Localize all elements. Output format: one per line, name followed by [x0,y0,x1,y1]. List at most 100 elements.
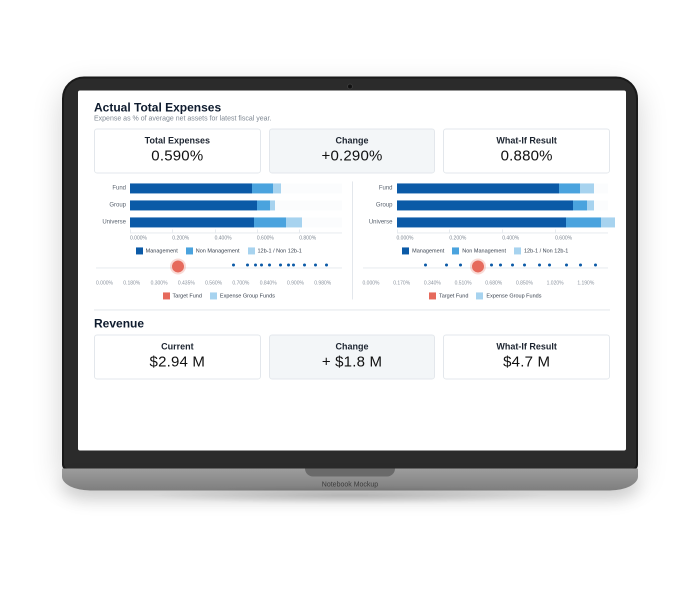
kpi-revenue-current[interactable]: Current $2.94 M [94,334,261,379]
strip-dot[interactable] [445,263,448,266]
bar-segment[interactable] [587,200,594,210]
strip-dot[interactable] [579,263,582,266]
legend-label: Target Fund [439,293,468,299]
bar-segment[interactable] [130,200,257,210]
legend-item[interactable]: Non Management [186,247,240,254]
revenue-title: Revenue [94,316,610,330]
bar-segment[interactable] [130,217,254,227]
strip-tick: 0.000% [363,280,394,286]
legend-label: Expense Group Funds [486,293,541,299]
kpi-revenue-change[interactable]: Change + $1.8 M [269,334,436,379]
bar-segment[interactable] [601,217,615,227]
kpi-value: 0.880% [448,147,605,164]
x-tick: 0.600% [257,233,299,241]
x-tick: 0.400% [215,233,257,241]
legend-item[interactable]: Target Fund [429,292,468,299]
legend-item[interactable]: Non Management [452,247,506,254]
bar-category-label: Group [363,202,397,208]
legend-item[interactable]: Expense Group Funds [210,292,275,299]
bar-segment[interactable] [397,183,559,193]
strip-dot[interactable] [254,263,257,266]
legend-item[interactable]: Management [402,247,444,254]
bar-track [130,200,342,210]
strip-dot[interactable] [246,263,249,266]
strip-tick: 0.340% [424,280,455,286]
bar-track [397,183,609,193]
strip-dot[interactable] [232,263,235,266]
strip-dot[interactable] [303,263,306,266]
legend-label: 12b-1 / Non 12b-1 [524,248,568,254]
x-tick: 0.800% [299,233,341,241]
legend-item[interactable]: 12b-1 / Non 12b-1 [248,247,302,254]
bar-chart-left: FundGroupUniverse0.000%0.200%0.400%0.600… [94,181,353,299]
strip-dot[interactable] [499,263,502,266]
bar-segment[interactable] [257,200,270,210]
bar-track [130,183,342,193]
strip-dot[interactable] [314,263,317,266]
legend-label: Non Management [196,248,240,254]
strip-dot[interactable] [424,263,427,266]
screen: Actual Total Expenses Expense as % of av… [78,90,626,450]
bar-segment[interactable] [286,217,302,227]
strip-dot[interactable] [292,263,295,266]
strip-tick: 0.700% [232,280,259,286]
legend-item[interactable]: 12b-1 / Non 12b-1 [514,247,568,254]
bar-segment[interactable] [130,183,252,193]
legend-item[interactable]: Target Fund [163,292,202,299]
strip-tick: 0.840% [260,280,287,286]
strip-dot[interactable] [538,263,541,266]
legend-item[interactable]: Management [136,247,178,254]
bar-legend: Management Non Management 12b-1 / Non 12b-… [363,247,609,254]
bar-segment[interactable] [254,217,286,227]
strip-dot[interactable] [287,263,290,266]
strip-target-dot[interactable] [472,260,484,272]
strip-axis [96,267,342,268]
strip-dot[interactable] [279,263,282,266]
strip-dot[interactable] [523,263,526,266]
bar-row: Universe [96,215,342,229]
bar-segment[interactable] [270,200,275,210]
strip-dot[interactable] [459,263,462,266]
strip-dot[interactable] [268,263,271,266]
kpi-change[interactable]: Change +0.290% [269,128,436,173]
strip-dot[interactable] [548,263,551,266]
bar-segment[interactable] [566,217,601,227]
strip-dot[interactable] [325,263,328,266]
strip-dot[interactable] [594,263,597,266]
bar-track [397,217,609,227]
divider [94,309,610,310]
strip-dot[interactable] [565,263,568,266]
strip-ticks: 0.000%0.170%0.340%0.510%0.680%0.850%1.02… [363,280,609,286]
bar-segment[interactable] [252,183,273,193]
kpi-total-expenses[interactable]: Total Expenses 0.590% [94,128,261,173]
bar-category-label: Fund [363,185,397,191]
x-tick: 0.000% [397,233,450,241]
strip-tick: 0.180% [123,280,150,286]
strip-target-dot[interactable] [172,260,184,272]
bar-segment[interactable] [273,183,281,193]
strip-axis [363,267,609,268]
bar-row: Universe [363,215,609,229]
bar-segment[interactable] [397,200,573,210]
legend-label: Expense Group Funds [220,293,275,299]
bar-segment[interactable] [580,183,594,193]
strip-dot[interactable] [511,263,514,266]
kpi-revenue-whatif[interactable]: What-If Result $4.7 M [443,334,610,379]
kpi-label: What-If Result [448,135,605,145]
bar-track [397,200,609,210]
legend-item[interactable]: Expense Group Funds [476,292,541,299]
kpi-whatif-result[interactable]: What-If Result 0.880% [443,128,610,173]
strip-tick: 0.560% [205,280,232,286]
bar-segment[interactable] [397,217,566,227]
expenses-kpi-row: Total Expenses 0.590% Change +0.290% Wha… [94,128,610,173]
kpi-value: +0.290% [274,147,431,164]
stage: Actual Total Expenses Expense as % of av… [0,0,700,600]
strip-dot[interactable] [260,263,263,266]
bar-segment[interactable] [559,183,580,193]
bar-segment[interactable] [573,200,587,210]
strip-dot[interactable] [490,263,493,266]
strip-tick: 0.680% [485,280,516,286]
strip-ticks: 0.000%0.180%0.300%0.435%0.560%0.700%0.84… [96,280,342,286]
camera-icon [347,83,353,89]
legend-swatch-icon [429,292,436,299]
